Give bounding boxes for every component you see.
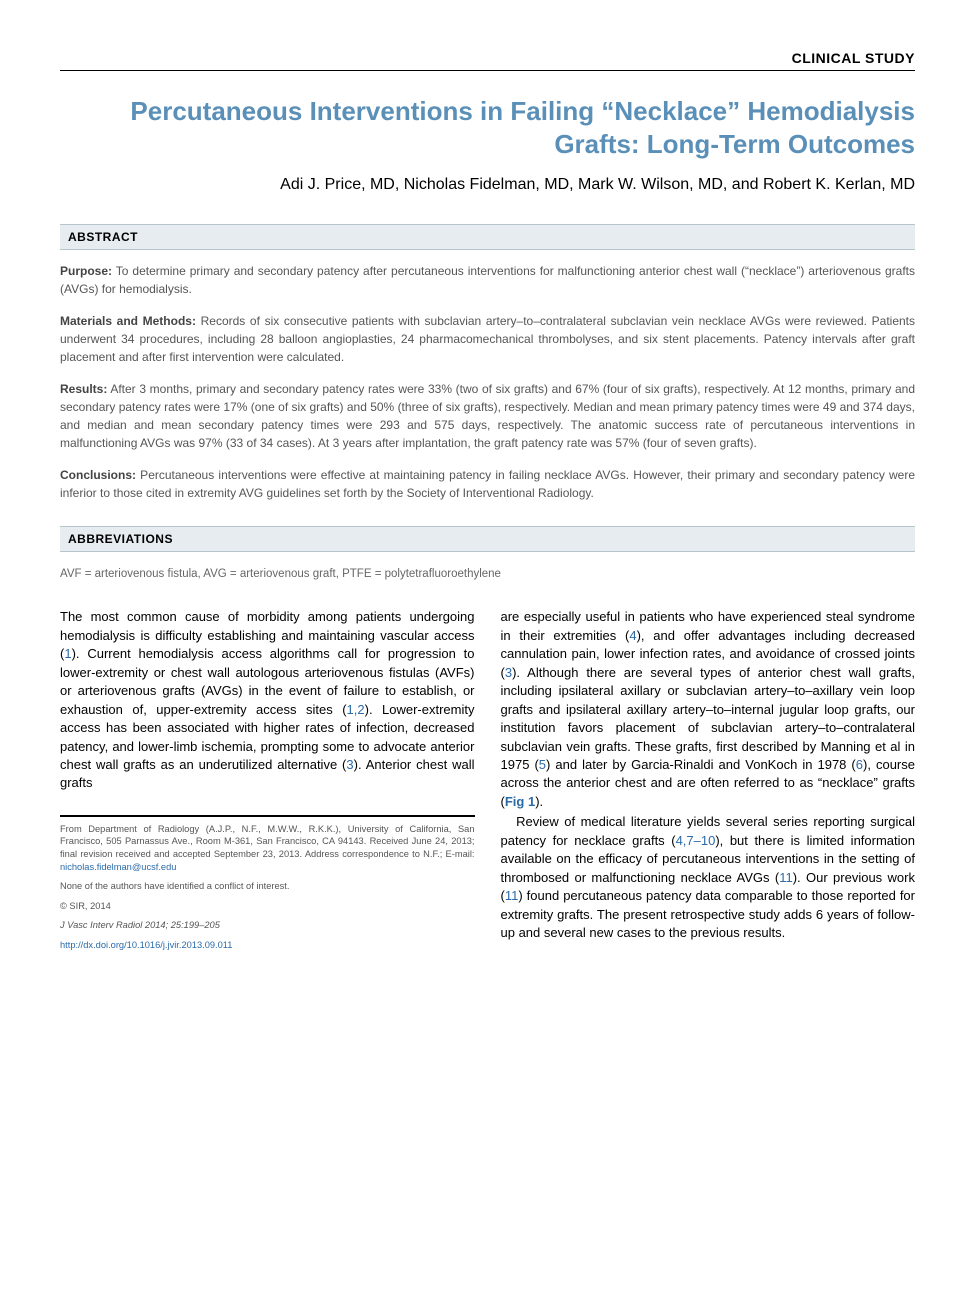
body-paragraph-3: Review of medical literature yields seve…	[501, 813, 916, 942]
abstract-conclusions-text: Percutaneous interventions were effectiv…	[60, 468, 915, 500]
footnotes: From Department of Radiology (A.J.P., N.…	[60, 815, 475, 951]
body-paragraph-1: The most common cause of morbidity among…	[60, 608, 475, 793]
citation-6[interactable]: 6	[856, 757, 863, 772]
authors-line: Adi J. Price, MD, Nicholas Fidelman, MD,…	[60, 174, 915, 196]
abstract-heading: ABSTRACT	[60, 224, 915, 250]
citation-4[interactable]: 4	[629, 628, 636, 643]
body-columns: The most common cause of morbidity among…	[60, 608, 915, 951]
abstract-conclusions: Conclusions: Percutaneous interventions …	[60, 466, 915, 502]
copyright-line: © SIR, 2014	[60, 900, 475, 913]
citation-3[interactable]: 3	[346, 757, 353, 772]
abstract-purpose: Purpose: To determine primary and second…	[60, 262, 915, 298]
article-title: Percutaneous Interventions in Failing “N…	[60, 95, 915, 160]
body-text: ).	[535, 794, 543, 809]
abstract-results: Results: After 3 months, primary and sec…	[60, 380, 915, 452]
citation-5[interactable]: 5	[539, 757, 546, 772]
citation-1[interactable]: 1	[64, 646, 71, 661]
figure-ref-1[interactable]: Fig 1	[505, 794, 535, 809]
abstract-results-text: After 3 months, primary and secondary pa…	[60, 382, 915, 450]
article-type-label: CLINICAL STUDY	[60, 50, 915, 71]
body-text: ) found percutaneous patency data compar…	[501, 888, 916, 940]
affiliation-note: From Department of Radiology (A.J.P., N.…	[60, 823, 475, 873]
journal-citation: J Vasc Interv Radiol 2014; 25:199–205	[60, 919, 475, 932]
affiliation-text: From Department of Radiology (A.J.P., N.…	[60, 824, 475, 859]
abstract-purpose-text: To determine primary and secondary paten…	[60, 264, 915, 296]
doi-link[interactable]: http://dx.doi.org/10.1016/j.jvir.2013.09…	[60, 939, 475, 952]
conflict-of-interest: None of the authors have identified a co…	[60, 880, 475, 893]
citation-11b[interactable]: 11	[505, 888, 519, 903]
abstract-conclusions-label: Conclusions:	[60, 468, 136, 482]
abstract-purpose-label: Purpose:	[60, 264, 112, 278]
citation-1-2[interactable]: 1,2	[347, 702, 365, 717]
body-paragraph-2: are especially useful in patients who ha…	[501, 608, 916, 811]
page: CLINICAL STUDY Percutaneous Intervention…	[0, 0, 975, 991]
correspondence-email[interactable]: nicholas.fidelman@ucsf.edu	[60, 862, 176, 872]
citation-11[interactable]: 11	[779, 870, 793, 885]
body-text: ) and later by Garcia-Rinaldi and VonKoc…	[546, 757, 856, 772]
abstract-results-label: Results:	[60, 382, 107, 396]
citation-4-7-10[interactable]: 4,7–10	[676, 833, 716, 848]
citation-3b[interactable]: 3	[505, 665, 512, 680]
body-text: ). Although there are several types of a…	[501, 665, 916, 772]
abstract-methods-label: Materials and Methods:	[60, 314, 196, 328]
abbreviations-heading: ABBREVIATIONS	[60, 526, 915, 552]
abbreviations-text: AVF = arteriovenous fistula, AVG = arter…	[60, 564, 915, 580]
abstract-methods: Materials and Methods: Records of six co…	[60, 312, 915, 366]
